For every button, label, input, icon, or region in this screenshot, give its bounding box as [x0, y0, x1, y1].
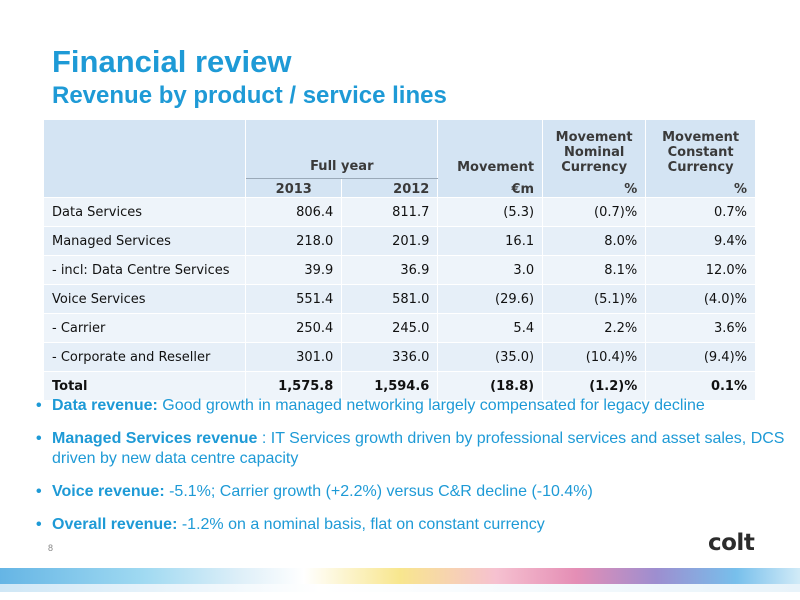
- table-row: - Carrier 250.4 245.0 5.4 2.2% 3.6%: [44, 313, 756, 343]
- row-label: Data Services: [44, 197, 247, 227]
- cell-movement: 3.0: [437, 255, 544, 285]
- cell-nominal: (5.1)%: [542, 284, 647, 314]
- cell-2013: 1,575.8: [245, 371, 343, 400]
- header-full-year: Full year: [245, 120, 439, 179]
- cell-constant: 9.4%: [645, 226, 756, 256]
- table-row: Voice Services 551.4 581.0 (29.6) (5.1)%…: [44, 284, 756, 314]
- cell-nominal: (10.4)%: [542, 342, 647, 372]
- cell-movement: (35.0): [437, 342, 544, 372]
- cell-2012: 581.0: [341, 284, 439, 314]
- slide-title: Financial review: [52, 44, 292, 79]
- header-movement-unit: €m: [437, 178, 544, 198]
- bullet-text: Good growth in managed networking largel…: [157, 397, 705, 414]
- header-label-blank: [44, 120, 247, 198]
- table-row: Data Services 806.4 811.7 (5.3) (0.7)% 0…: [44, 197, 756, 227]
- cell-nominal: 8.0%: [542, 226, 647, 256]
- bullet-item: • Data revenue: Good growth in managed ne…: [36, 396, 786, 416]
- header-movement-constant: Movement Constant Currency: [645, 120, 756, 179]
- cell-constant: 0.1%: [645, 371, 756, 400]
- cell-2012: 1,594.6: [341, 371, 439, 400]
- row-label: Total: [44, 371, 247, 400]
- cell-2013: 301.0: [245, 342, 343, 372]
- header-2013: 2013: [245, 178, 343, 198]
- bullet-bold: Data revenue:: [52, 397, 158, 414]
- bullet-text: -1.2% on a nominal basis, flat on consta…: [177, 516, 545, 533]
- bullet-bold: Managed Services revenue: [52, 430, 258, 447]
- bullet-item: • Managed Services revenue : IT Services …: [36, 429, 786, 469]
- cell-2013: 218.0: [245, 226, 343, 256]
- cell-2012: 201.9: [341, 226, 439, 256]
- row-label: - incl: Data Centre Services: [44, 255, 247, 285]
- header-movement: Movement: [437, 120, 544, 179]
- header-constant-unit: %: [645, 178, 756, 198]
- cell-2012: 245.0: [341, 313, 439, 343]
- row-label: Voice Services: [44, 284, 247, 314]
- cell-constant: 3.6%: [645, 313, 756, 343]
- row-label: - Corporate and Reseller: [44, 342, 247, 372]
- cell-nominal: 8.1%: [542, 255, 647, 285]
- cell-2013: 250.4: [245, 313, 343, 343]
- cell-constant: 0.7%: [645, 197, 756, 227]
- cell-2013: 806.4: [245, 197, 343, 227]
- cell-2012: 811.7: [341, 197, 439, 227]
- bullet-dot-icon: •: [36, 516, 42, 533]
- row-label: Managed Services: [44, 226, 247, 256]
- colt-logo: colt: [708, 530, 755, 556]
- cell-2013: 551.4: [245, 284, 343, 314]
- header-nominal-unit: %: [542, 178, 647, 198]
- cell-movement: (5.3): [437, 197, 544, 227]
- header-2012: 2012: [341, 178, 439, 198]
- bullet-dot-icon: •: [36, 430, 42, 447]
- table-row: - incl: Data Centre Services 39.9 36.9 3…: [44, 255, 756, 285]
- cell-2012: 336.0: [341, 342, 439, 372]
- cell-nominal: (1.2)%: [542, 371, 647, 400]
- cell-movement: 5.4: [437, 313, 544, 343]
- bullet-dot-icon: •: [36, 397, 42, 414]
- cell-constant: (9.4)%: [645, 342, 756, 372]
- page-number: 8: [48, 543, 54, 553]
- row-label: - Carrier: [44, 313, 247, 343]
- bullet-item: • Overall revenue: -1.2% on a nominal bas…: [36, 515, 786, 535]
- cell-nominal: (0.7)%: [542, 197, 647, 227]
- cell-movement: 16.1: [437, 226, 544, 256]
- bullet-bold: Voice revenue:: [52, 483, 165, 500]
- bullet-bold: Overall revenue:: [52, 516, 178, 533]
- bullet-text: -5.1%; Carrier growth (+2.2%) versus C&R…: [164, 483, 593, 500]
- bullet-text: : IT Services growth driven by professio…: [52, 430, 785, 467]
- table-row-total: Total 1,575.8 1,594.6 (18.8) (1.2)% 0.1%: [44, 371, 756, 400]
- header-movement-nominal: Movement Nominal Currency: [542, 120, 647, 179]
- revenue-table: Full year Movement Movement Nominal Curr…: [44, 120, 756, 400]
- cell-nominal: 2.2%: [542, 313, 647, 343]
- cell-movement: (18.8): [437, 371, 544, 400]
- footer-stripe: [0, 568, 800, 588]
- table-row: - Corporate and Reseller 301.0 336.0 (35…: [44, 342, 756, 372]
- bullet-list: • Data revenue: Good growth in managed ne…: [36, 396, 786, 548]
- footer-stripe-light: [0, 584, 800, 592]
- bullet-item: • Voice revenue: -5.1%; Carrier growth (+…: [36, 482, 786, 502]
- slide-subtitle: Revenue by product / service lines: [52, 82, 447, 109]
- cell-constant: 12.0%: [645, 255, 756, 285]
- table-row: Managed Services 218.0 201.9 16.1 8.0% 9…: [44, 226, 756, 256]
- cell-2012: 36.9: [341, 255, 439, 285]
- bullet-dot-icon: •: [36, 483, 42, 500]
- cell-constant: (4.0)%: [645, 284, 756, 314]
- cell-2013: 39.9: [245, 255, 343, 285]
- cell-movement: (29.6): [437, 284, 544, 314]
